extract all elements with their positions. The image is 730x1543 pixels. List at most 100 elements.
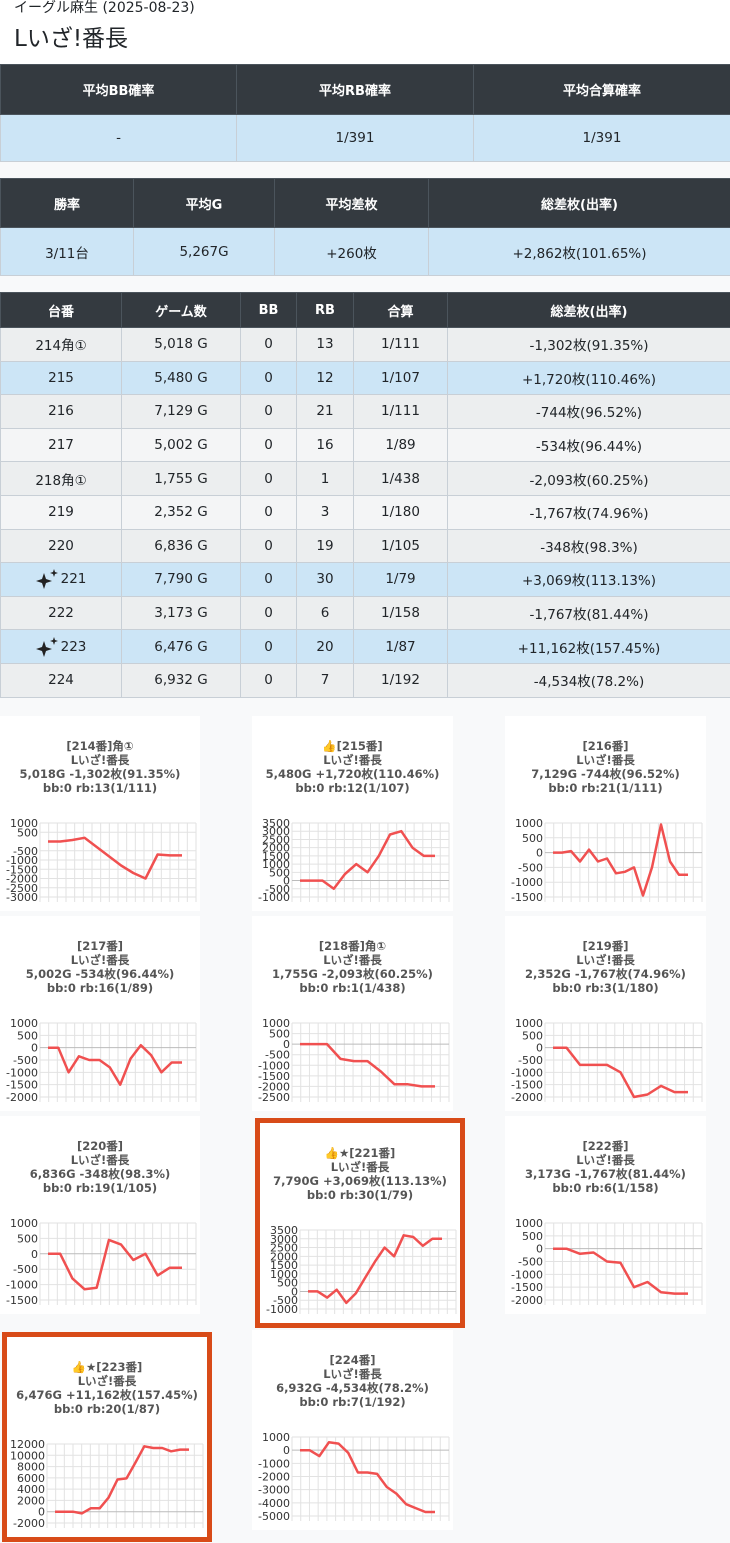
value-avg-diff: +260枚 [274,227,429,276]
cell-machine-no: 216 [0,394,122,429]
cell-machine-no: 219 [0,494,122,530]
total-diff-text: -348枚(98.3%) [540,539,638,556]
cell-machine-no: 221 [0,562,122,597]
chart-title-line: Lいざ!番長 [77,1374,137,1388]
series-line [48,1043,182,1086]
y-tick-label: -2000 [6,873,38,886]
chart-title-line: bb:0 rb:12(1/107) [295,781,410,795]
y-tick-label: 0 [283,1038,290,1051]
y-tick-label: -1500 [258,1070,290,1083]
total-diff-text: +11,162枚(157.45%) [517,640,661,657]
total-diff-text: -1,767枚(74.96%) [529,506,649,523]
y-tick-label: -1500 [6,1079,38,1092]
y-tick-label: -1500 [511,891,543,904]
y-tick-label: 0 [536,847,543,860]
table-row: 223 6,476 G 0 20 1/87 +11,162枚(157.45%) [0,629,730,664]
series-line [553,1247,688,1295]
rb-count-text: 20 [316,638,334,655]
cell-games: 6,836 G [121,528,241,564]
cell-total-diff: +1,720枚(110.46%) [447,360,730,396]
header-avg-diff: 平均差枚 [274,178,429,228]
y-tick-label: 1000 [10,1217,38,1230]
chart-card[interactable]: [222番] Lいざ!番長 3,173G -1,767枚(81.44%) bb:0 r… [505,1116,706,1314]
y-tick-label: -1500 [6,1294,38,1307]
cell-total-diff: -1,302枚(91.35%) [447,327,730,362]
y-tick-label: 1000 [515,817,543,830]
chart-title-line: bb:0 rb:20(1/87) [53,1402,161,1416]
chart-card[interactable]: 👍[215番] Lいざ!番長 5,480G +1,720枚(110.46%) bb:0… [252,716,453,911]
cell-rb-count: 19 [296,528,354,564]
chart-card[interactable]: [218番]角① Lいざ!番長 1,755G -2,093枚(60.25%) bb:0… [252,916,453,1111]
y-tick-label: 12000 [10,1438,45,1451]
combined-prob-text: 1/79 [385,571,416,588]
series-line [55,1445,189,1515]
chart-card[interactable]: [219番] Lいざ!番長 2,352G -1,767枚(74.96%) bb:0 r… [505,916,706,1111]
sparkle-icon [35,636,58,657]
bb-count-text: 0 [264,672,273,689]
chart-title-line: [217番] [76,939,124,953]
cell-games: 1,755 G [121,461,241,496]
y-tick-label: -3000 [258,1484,290,1497]
chart-title-line: [219番] [582,939,629,953]
series-line [48,836,182,880]
rb-count-text: 21 [316,403,334,420]
machine-table: 台番 ゲーム数 BB RB 合算 総差枚(出率) 214角① 5,018 G 0 13… [0,292,730,698]
rb-count-text: 1 [320,470,330,487]
chart-title: [214番]角① Lいざ!番長 5,018G -1,302枚(91.35%) bb:0… [0,739,200,795]
chart-card[interactable]: [217番] Lいざ!番長 5,002G -534枚(96.44%) bb:0 rb:… [0,916,200,1111]
machine-no-text: 216 [48,403,74,420]
y-tick-label: 4000 [17,1483,45,1496]
rb-count-text: 7 [320,672,330,689]
cell-bb-count: 0 [240,562,297,597]
chart-title-line: 7,790G +3,069枚(113.13%) [273,1174,447,1188]
chart-title-line: Lいざ!番長 [70,1153,130,1167]
value-avg-bb: - [0,114,237,162]
chart-card[interactable]: 👍★[223番] Lいざ!番長 6,476G +11,162枚(157.45%) bb… [2,1332,212,1542]
y-tick-label: -1500 [6,863,38,876]
chart-title: 👍[215番] Lいざ!番長 5,480G +1,720枚(110.46%) bb:0… [252,739,453,795]
total-diff-text: -1,767枚(81.44%) [529,607,649,624]
chart-card[interactable]: [214番]角① Lいざ!番長 5,018G -1,302枚(91.35%) bb:0… [0,716,200,911]
cell-games: 6,932 G [121,662,241,698]
chart-title-line: bb:0 rb:6(1/158) [552,1181,659,1195]
games-text: 5,480 G [154,369,208,386]
y-tick-label: 10000 [10,1449,45,1462]
page-title: Lいざ!番長 [14,26,129,52]
series-line [300,1441,435,1514]
y-tick-label: 3000 [270,1233,298,1246]
combined-prob-text: 1/111 [381,403,420,420]
chart-title: [216番] Lいざ!番長 7,129G -744枚(96.52%) bb:0 rb:… [505,739,706,795]
value-avg-games: 5,267G [133,227,275,276]
cell-machine-no: 224 [0,662,122,698]
chart-title-line: Lいざ!番長 [323,1367,382,1381]
chart-title-line: 6,836G -348枚(98.3%) [29,1167,171,1181]
chart-card[interactable]: [216番] Lいざ!番長 7,129G -744枚(96.52%) bb:0 rb:… [505,716,706,911]
y-tick-label: 3500 [262,817,290,830]
y-tick-label: 1000 [10,817,38,830]
col-games: ゲーム数 [121,292,241,328]
y-tick-label: -3000 [6,891,38,904]
chart-plot: 1000 500 0 -500 -1000 -1500 [6,1217,197,1307]
games-text: 2,352 G [154,504,208,521]
chart-title-line: 2,352G -1,767枚(74.96%) [525,967,686,981]
chart-title-line: 1,755G -2,093枚(60.25%) [272,967,433,981]
cell-combined-prob: 1/192 [353,662,448,698]
chart-card[interactable]: [220番] Lいざ!番長 6,836G -348枚(98.3%) bb:0 rb:1… [0,1116,200,1314]
cell-combined-prob: 1/87 [353,629,448,664]
chart-title-line: bb:0 rb:19(1/105) [42,1181,158,1195]
machine-no-text: 220 [48,537,74,554]
value-avg-rb: 1/391 [236,114,474,162]
y-tick-label: 1000 [262,1017,290,1030]
col-combined: 合算 [353,292,448,328]
y-tick-label: -1000 [511,876,543,889]
chart-title-line: Lいざ!番長 [576,953,635,967]
chart-card[interactable]: 👍★[221番] Lいざ!番長 7,790G +3,069枚(113.13%) bb:… [255,1118,465,1328]
chart-card[interactable]: [224番] Lいざ!番長 6,932G -4,534枚(78.2%) bb:0 rb… [252,1330,453,1530]
y-tick-label: -5000 [258,1510,290,1523]
cell-rb-count: 16 [296,427,354,463]
cell-rb-count: 3 [296,494,354,530]
y-tick-label: 2000 [17,1494,45,1507]
y-tick-label: -500 [518,861,543,874]
